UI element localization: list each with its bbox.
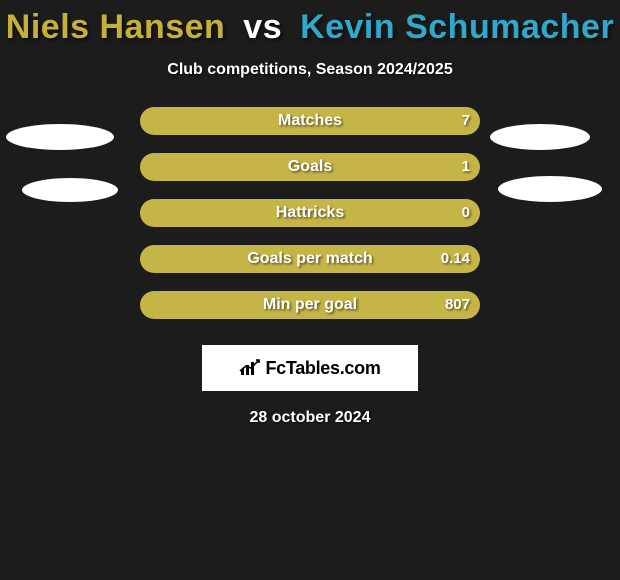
stat-bar-fill (140, 153, 480, 181)
bar-chart-icon (239, 359, 261, 377)
stat-row: Goals per match0.14 (0, 245, 620, 291)
page-title: Niels Hansen vs Kevin Schumacher (0, 0, 620, 47)
stat-bar-fill (140, 199, 480, 227)
decorative-ellipse (498, 176, 602, 202)
title-player1: Niels Hansen (6, 8, 226, 46)
decorative-ellipse (490, 124, 590, 150)
stat-row: Hattricks0 (0, 199, 620, 245)
stat-bar-track (140, 107, 480, 135)
stat-row: Min per goal807 (0, 291, 620, 337)
stat-bar-track (140, 291, 480, 319)
stat-bar-track (140, 153, 480, 181)
date: 28 october 2024 (0, 409, 620, 427)
stat-bar-track (140, 199, 480, 227)
stat-bar-fill (140, 245, 480, 273)
stat-bar-fill (140, 107, 480, 135)
stat-bar-track (140, 245, 480, 273)
logo-text: FcTables.com (265, 358, 380, 379)
fctables-logo[interactable]: FcTables.com (202, 345, 418, 391)
decorative-ellipse (22, 178, 118, 202)
decorative-ellipse (6, 124, 114, 150)
title-player2: Kevin Schumacher (300, 8, 614, 46)
subtitle: Club competitions, Season 2024/2025 (0, 61, 620, 79)
stat-bar-fill (140, 291, 480, 319)
title-vs: vs (243, 8, 282, 46)
